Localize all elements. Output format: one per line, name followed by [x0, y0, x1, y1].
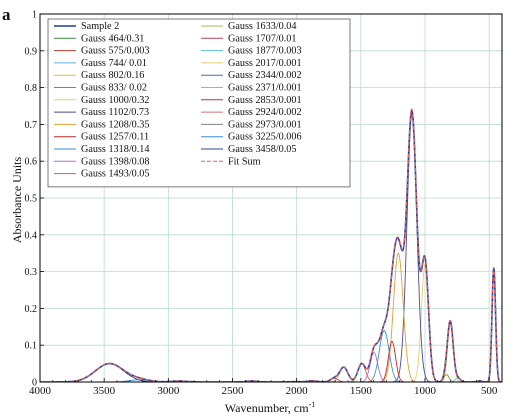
- legend-label: Gauss 464/0.31: [81, 33, 144, 44]
- legend-label: Gauss 3458/0.05: [228, 144, 296, 155]
- y-tick-label: 0.8: [25, 83, 38, 94]
- y-tick-label: 0.1: [25, 341, 38, 352]
- x-ticks: 4000 3500 3000 2500 2000 1500 1000 500: [29, 378, 498, 397]
- x-axis-title-superscript: -1: [309, 400, 316, 409]
- y-axis-title: Absorbance Units: [10, 157, 24, 244]
- x-tick-label: 1000: [414, 385, 437, 397]
- legend-label: Gauss 1493/0.05: [81, 169, 149, 180]
- legend-label: Gauss 2973/0.001: [228, 119, 302, 130]
- legend-label: Gauss 1877/0.003: [228, 46, 302, 57]
- y-tick-label: 1: [32, 10, 37, 21]
- y-tick-label: 0.4: [25, 230, 38, 241]
- x-tick-label: 3000: [157, 385, 180, 397]
- legend-label: Fit Sum: [228, 156, 261, 167]
- x-tick-label: 2500: [222, 385, 245, 397]
- y-ticks: 0 0.1 0.2 0.3 0.4 0.5 0.6 0.7 0.8 0.9 1: [25, 10, 44, 389]
- x-tick-label: 1500: [350, 385, 373, 397]
- x-tick-label: 4000: [29, 385, 52, 397]
- legend-label: Gauss 1208/0.35: [81, 119, 149, 130]
- x-tick-label: 500: [481, 385, 498, 397]
- legend-label: Gauss 2017/0.001: [228, 58, 302, 69]
- legend-label: Gauss 2853/0.001: [228, 95, 302, 106]
- legend-label: Gauss 2924/0.002: [228, 107, 302, 118]
- fit-sum-line: [40, 108, 502, 382]
- legend-label: Gauss 575/0.003: [81, 46, 149, 57]
- y-tick-label: 0.6: [25, 157, 38, 168]
- x-axis-title: Wavenumber, cm-1: [225, 400, 316, 415]
- legend-label: Sample 2: [81, 21, 119, 32]
- legend-label: Gauss 802/0.16: [81, 70, 144, 81]
- x-tick-label: 2000: [286, 385, 309, 397]
- legend-label: Gauss 1318/0.14: [81, 144, 149, 155]
- y-tick-label: 0.3: [25, 267, 38, 278]
- x-axis-title-text: Wavenumber, cm: [225, 401, 310, 415]
- legend-label: Gauss 1257/0.11: [81, 132, 149, 143]
- legend-label: Gauss 833/ 0.02: [81, 83, 147, 94]
- plot-area: 4000 3500 3000 2500 2000 1500 1000 500 0 0.1 0.2 0.…: [25, 10, 503, 397]
- legend-label: Gauss 1102/0.73: [81, 107, 149, 118]
- legend-label: Gauss 744/ 0.01: [81, 58, 147, 69]
- y-tick-label: 0: [32, 378, 37, 389]
- y-tick-label: 0.5: [25, 194, 38, 205]
- y-tick-label: 0.7: [25, 120, 38, 131]
- legend-label: Gauss 1000/0.32: [81, 95, 149, 106]
- legend-label: Gauss 2344/0.002: [228, 70, 302, 81]
- legend-label: Gauss 2371/0.001: [228, 83, 302, 94]
- panel-label: a: [2, 5, 11, 24]
- legend-box: [47, 18, 351, 188]
- x-tick-label: 3500: [93, 385, 116, 397]
- legend-label: Gauss 3225/0.006: [228, 132, 302, 143]
- y-tick-label: 0.9: [25, 46, 38, 57]
- y-tick-label: 0.2: [25, 304, 38, 315]
- legend-label: Gauss 1398/0.08: [81, 156, 149, 167]
- legend-label: Gauss 1633/0.04: [228, 21, 296, 32]
- legend-label: Gauss 1707/0.01: [228, 33, 296, 44]
